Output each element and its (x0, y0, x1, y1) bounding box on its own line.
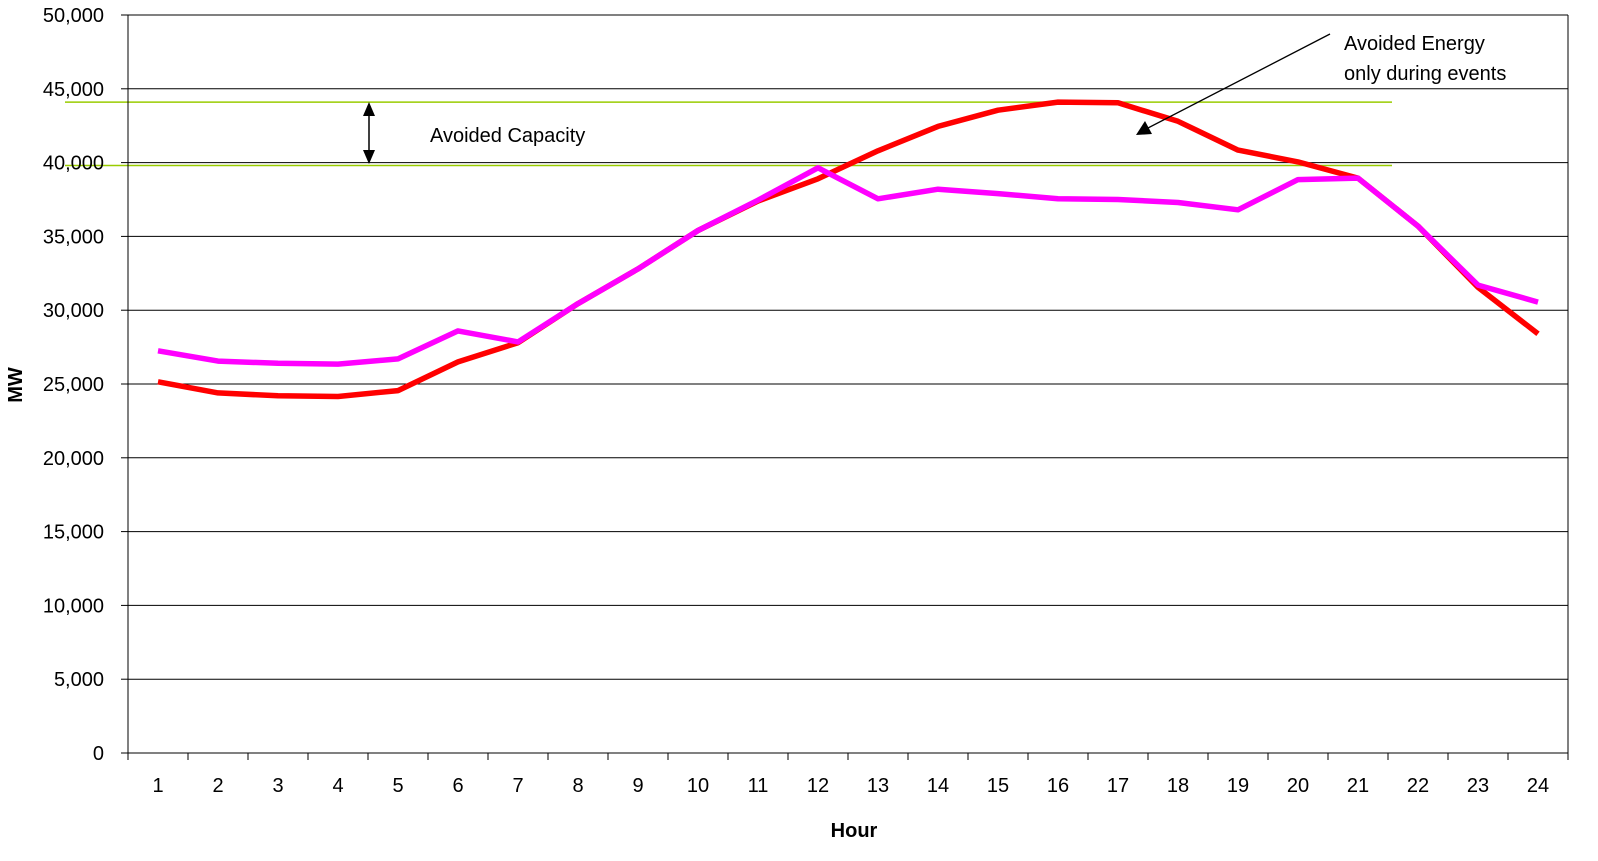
axes (127, 15, 1569, 760)
x-tick-label: 11 (748, 775, 769, 797)
y-tick-labels: 0 5,000 10,000 15,000 20,000 25,000 30,000 35,0… (43, 5, 104, 765)
y-tick-label: 25,000 (43, 374, 104, 396)
avoided-energy-label-line1: Avoided Energy (1344, 33, 1485, 55)
x-tick-label: 19 (1227, 775, 1249, 797)
series-line-1 (157, 99, 1540, 400)
x-tick-label: 10 (687, 775, 709, 797)
energy-arrow-shaft (1147, 33, 1331, 129)
x-tick-label: 2 (212, 775, 223, 797)
x-tick-label: 20 (1287, 775, 1309, 797)
x-tick-label: 21 (1347, 775, 1369, 797)
reference-lines (65, 101, 1392, 167)
y-tick-label: 15,000 (43, 522, 104, 544)
y-tick-label: 45,000 (43, 79, 104, 101)
y-tick-label: 30,000 (43, 300, 104, 322)
x-tick-label: 5 (392, 775, 403, 797)
x-tick-label: 7 (512, 775, 523, 797)
x-axis-title: Hour (831, 820, 878, 842)
y-tick-label: 5,000 (54, 669, 104, 691)
x-tick-label: 17 (1107, 775, 1129, 797)
x-tick-label: 12 (807, 775, 829, 797)
x-tick-label: 3 (272, 775, 283, 797)
y-axis-title: MW (5, 367, 27, 403)
series-line-2 (157, 165, 1539, 367)
x-tick-label: 22 (1407, 775, 1429, 797)
capacity-arrow-up-head (363, 102, 375, 116)
x-tick-label: 9 (632, 775, 643, 797)
x-tick-label: 13 (867, 775, 889, 797)
x-tick-label: 18 (1167, 775, 1189, 797)
x-tick-label: 1 (152, 775, 163, 797)
y-tick-label: 20,000 (43, 448, 104, 470)
y-tick-label: 40,000 (43, 153, 104, 175)
y-tick-label: 10,000 (43, 595, 104, 617)
avoided-capacity-label: Avoided Capacity (430, 125, 585, 147)
x-tick-label: 24 (1527, 775, 1549, 797)
y-tick-label: 50,000 (43, 5, 104, 27)
x-tick-labels: 1 2 3 4 5 6 7 8 9 10 11 12 13 14 15 16 17 18 19 20 21 22 23 24 (152, 775, 1549, 797)
annotations: Avoided Capacity Avoided Energy only dur… (363, 33, 1506, 164)
series-lines (157, 99, 1540, 400)
x-tick-label: 23 (1467, 775, 1489, 797)
avoided-energy-label-line2: only during events (1344, 63, 1506, 85)
x-tick-label: 6 (452, 775, 463, 797)
y-tick-label: 35,000 (43, 226, 104, 248)
x-tick-label: 16 (1047, 775, 1069, 797)
x-tick-label: 15 (987, 775, 1009, 797)
x-tick-label: 4 (332, 775, 343, 797)
gridlines (121, 14, 1568, 754)
x-tick-label: 8 (572, 775, 583, 797)
y-tick-label: 0 (93, 743, 104, 765)
energy-arrow-head (1136, 121, 1152, 135)
capacity-arrow-down-head (363, 150, 375, 164)
x-tick-label: 14 (927, 775, 949, 797)
